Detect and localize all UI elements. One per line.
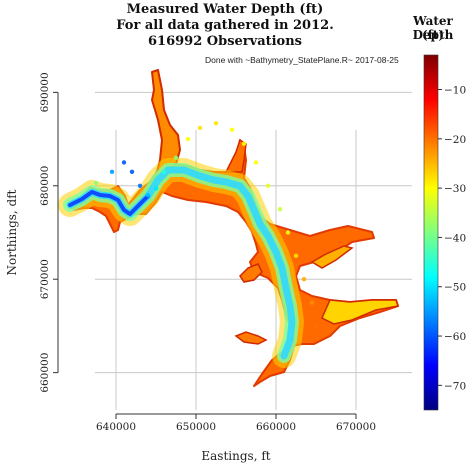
depth-point — [293, 253, 299, 259]
y-tick-label: 690000 — [39, 72, 51, 112]
reservoir-shape — [67, 69, 399, 387]
depth-point — [213, 120, 219, 126]
depth-point — [185, 136, 191, 142]
depth-point — [241, 141, 247, 146]
grid-lines — [95, 91, 412, 410]
x-tick-label: 640000 — [96, 421, 136, 433]
axes: 640000 650000 660000 670000 660000 670000 6800… — [5, 72, 376, 463]
colorbar-title-line-1: Water Depth — [412, 14, 454, 42]
x-tick-label: 670000 — [336, 421, 376, 433]
depth-point — [121, 160, 127, 165]
script-annotation: Done with ~Bathymetry_StatePlane.R~ 2017… — [205, 55, 399, 65]
colorbar-tick-label: −60 — [444, 331, 466, 343]
colorbar-tick-label: −70 — [444, 380, 466, 392]
depth-point — [137, 183, 143, 188]
depth-point — [309, 300, 315, 305]
colorbar-gradient — [423, 54, 439, 411]
chart-title-line-2: For all data gathered in 2012. — [116, 18, 334, 33]
depth-points — [93, 120, 319, 329]
colorbar-tick-label: −40 — [444, 232, 466, 244]
colorbar-tick-label: −30 — [444, 183, 466, 195]
y-tick-label: 660000 — [39, 353, 51, 393]
colorbar-tick-label: −10 — [444, 85, 466, 97]
depth-point — [153, 186, 159, 191]
x-tick-label: 650000 — [176, 421, 216, 433]
depth-point — [129, 169, 135, 174]
colorbar-tick-label: −20 — [444, 134, 466, 146]
depth-point — [145, 192, 151, 198]
y-tick-label: 670000 — [39, 259, 51, 299]
depth-point — [197, 125, 203, 131]
depth-point — [277, 206, 283, 212]
y-tick-label: 680000 — [39, 166, 51, 206]
x-tick-label: 660000 — [256, 421, 296, 433]
chart-title-line-1: Measured Water Depth (ft) — [126, 2, 324, 17]
depth-point — [285, 230, 291, 235]
depth-point — [313, 323, 319, 329]
colorbar-tick-label: −50 — [444, 282, 466, 294]
depth-point — [301, 277, 307, 282]
depth-point — [93, 180, 99, 186]
chart-title-line-3: 616992 Observations — [147, 34, 302, 49]
x-axis-label: Eastings, ft — [201, 449, 270, 463]
depth-point — [173, 155, 179, 160]
colorbar-title-line-2: (ft) — [421, 28, 445, 42]
depth-point — [265, 183, 271, 188]
depth-point — [161, 169, 167, 174]
colorbar: −10 −20 −30 −40 −50 −60 −70 — [423, 54, 466, 411]
y-axis-label: Northings, dft — [5, 189, 19, 275]
depth-point — [253, 160, 259, 165]
depth-point — [229, 127, 235, 132]
depth-point — [109, 169, 115, 174]
